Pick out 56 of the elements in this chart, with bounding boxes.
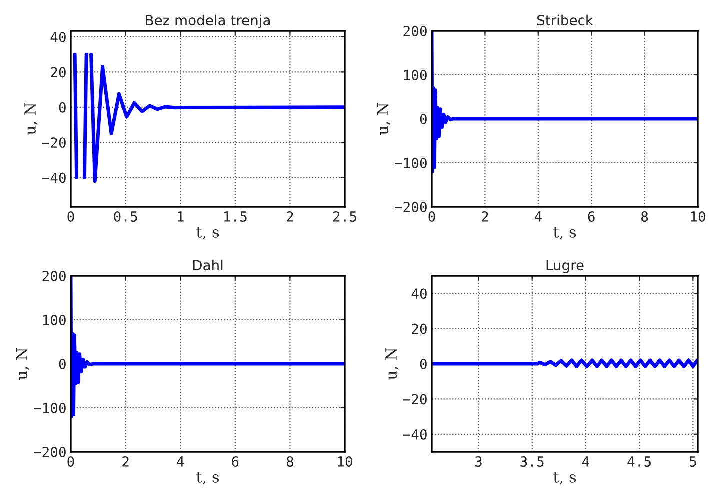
x-tick-label: 3.5 (520, 456, 544, 467)
x-tick-label: 2 (122, 456, 129, 467)
x-tick-label: 10 (691, 211, 706, 222)
y-tick-label: −200 (34, 447, 66, 458)
x-tick-label: 4 (582, 456, 590, 467)
y-tick-label: 0 (59, 102, 66, 113)
x-tick-label: 1.5 (224, 212, 247, 222)
x-tick-label: 4 (177, 456, 184, 467)
x-tick-label: 4.5 (628, 456, 651, 467)
y-tick-label: −20 (403, 394, 427, 405)
x-axis-title: t, s (554, 472, 576, 485)
chart-title: Bez modela trenja (146, 14, 270, 28)
y-tick-label: 20 (51, 67, 66, 78)
y-tick-label: 20 (412, 324, 427, 334)
x-axis-title: t, s (554, 227, 576, 240)
x-tick-label: 5 (690, 456, 696, 467)
y-axis-title: u, N (24, 103, 38, 136)
x-axis-title: t, s (196, 472, 220, 485)
y-tick-label: 0 (59, 359, 66, 370)
x-tick-label: 0 (68, 456, 74, 467)
line-series (432, 358, 698, 368)
y-tick-label: 200 (404, 26, 427, 37)
chart-title: Dahl (193, 260, 223, 271)
y-tick-label: 0 (420, 114, 427, 125)
x-tick-label: 3 (475, 456, 482, 467)
chart-title: Lugre (546, 260, 584, 274)
chart-title: Stribeck (537, 14, 594, 26)
y-tick-label: −40 (42, 172, 66, 184)
x-axis-title: t, s (196, 227, 220, 240)
x-tick-label: 0 (428, 211, 436, 222)
x-tick-label: 1 (178, 212, 184, 222)
y-tick-label: 40 (50, 32, 66, 42)
x-tick-label: 10 (338, 456, 352, 467)
y-tick-label: −20 (42, 138, 66, 148)
y-axis-title: u, N (386, 348, 399, 380)
x-tick-label: 2 (287, 211, 294, 222)
y-tick-label: 0 (420, 359, 427, 370)
y-tick-label: −100 (394, 158, 427, 169)
y-tick-label: 200 (42, 271, 66, 282)
y-tick-label: −40 (403, 429, 427, 440)
x-tick-label: 6 (232, 456, 239, 467)
x-tick-label: 8 (642, 211, 648, 222)
y-tick-label: 100 (43, 315, 66, 326)
x-tick-label: 2 (482, 211, 488, 222)
x-tick-label: 0 (68, 211, 74, 222)
y-tick-label: −200 (394, 202, 427, 213)
y-axis-title: u, N (377, 103, 391, 136)
x-tick-label: 6 (588, 211, 595, 222)
y-tick-label: 40 (412, 288, 427, 300)
y-tick-label: −100 (34, 403, 66, 414)
x-tick-label: 2.5 (333, 211, 356, 222)
x-tick-label: 4 (534, 212, 542, 222)
y-tick-label: 100 (404, 70, 427, 81)
x-tick-label: 0.5 (114, 211, 138, 222)
x-tick-label: 8 (286, 456, 294, 467)
y-axis-title: u, N (16, 348, 30, 380)
